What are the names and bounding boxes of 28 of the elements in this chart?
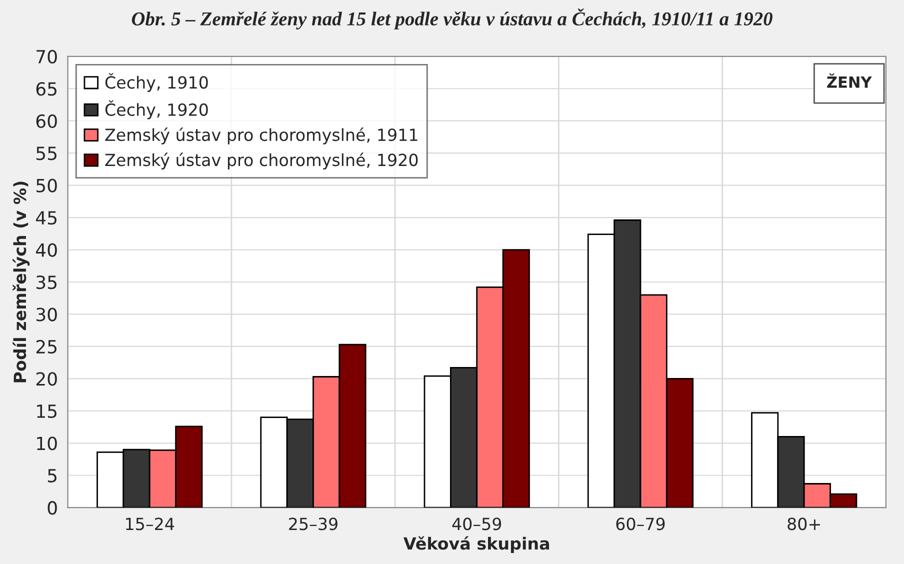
x-tick-label: 60–79 <box>616 518 665 530</box>
y-tick-label: 55 <box>36 146 56 160</box>
y-tick-label: 70 <box>36 50 57 64</box>
x-tick-label: 15–24 <box>126 518 174 530</box>
x-tick-label: 80+ <box>788 518 820 530</box>
legend-label: Čechy, 1920 <box>105 100 208 120</box>
x-tick-label: 40–59 <box>452 518 502 530</box>
x-axis-title: Věková skupina <box>403 536 550 554</box>
x-tick-label: 25–39 <box>289 518 338 530</box>
y-tick-label: 45 <box>36 211 56 225</box>
y-tick-label: 10 <box>37 436 57 450</box>
legend-label: Zemský ústav pro choromyslné, 1920 <box>105 152 418 170</box>
annotation: ŽENY <box>827 74 872 88</box>
y-tick-label: 65 <box>36 82 56 96</box>
y-tick-label: 50 <box>36 178 57 192</box>
y-tick-label: 0 <box>48 501 57 515</box>
y-tick-label: 5 <box>48 469 56 482</box>
y-tick-label: 35 <box>36 275 56 290</box>
chart-title: Obr. 5 – Zemřelé ženy nad 15 let podle věku v ústavu a Čechách, 1910/11 a 1920 <box>132 8 772 30</box>
y-axis-title: Podíl zemřelých (v %) <box>12 182 30 382</box>
legend-label: Čechy, 1910 <box>105 73 208 92</box>
y-tick-label: 25 <box>36 340 56 354</box>
y-tick-label: 15 <box>37 404 56 418</box>
y-tick-label: 30 <box>36 308 57 322</box>
y-tick-label: 20 <box>36 372 57 386</box>
legend-label: Zemský ústav pro choromyslné, 1911 <box>105 128 418 144</box>
y-tick-label: 40 <box>36 243 57 257</box>
y-tick-label: 60 <box>36 114 57 128</box>
